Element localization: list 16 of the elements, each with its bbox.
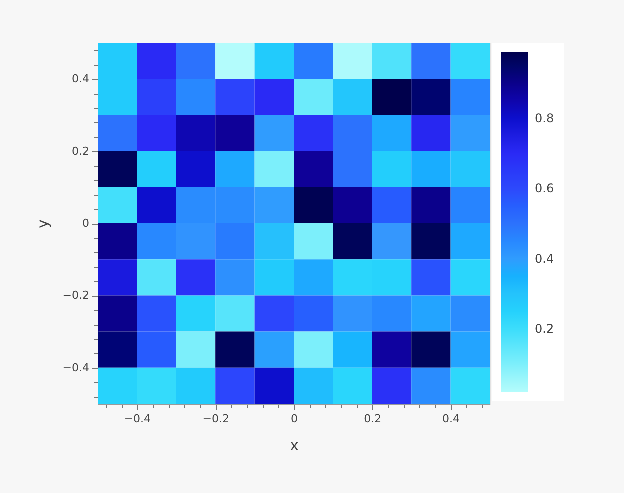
x-tick-label: 0.2 <box>364 412 382 426</box>
x-tick-label: −0.4 <box>124 412 152 426</box>
y-tick-label: −0.4 <box>62 361 90 374</box>
x-tick-label: 0 <box>291 412 298 426</box>
color-bar-label: 0.2 <box>535 322 554 336</box>
color-bar-label: 0.6 <box>535 182 554 196</box>
y-axis-title: y <box>34 219 52 228</box>
y-tick-label: 0 <box>82 217 90 230</box>
color-bar-label: 0.4 <box>535 252 554 266</box>
y-tick-label: −0.2 <box>62 289 90 302</box>
y-tick-label: 0.4 <box>72 72 90 86</box>
color-bar-label: 0.8 <box>535 112 554 126</box>
x-tick-label: −0.2 <box>202 412 230 426</box>
x-axis-title: x <box>290 436 300 454</box>
x-tick-label: 0.4 <box>442 412 460 426</box>
y-tick-label: 0.2 <box>72 144 90 158</box>
